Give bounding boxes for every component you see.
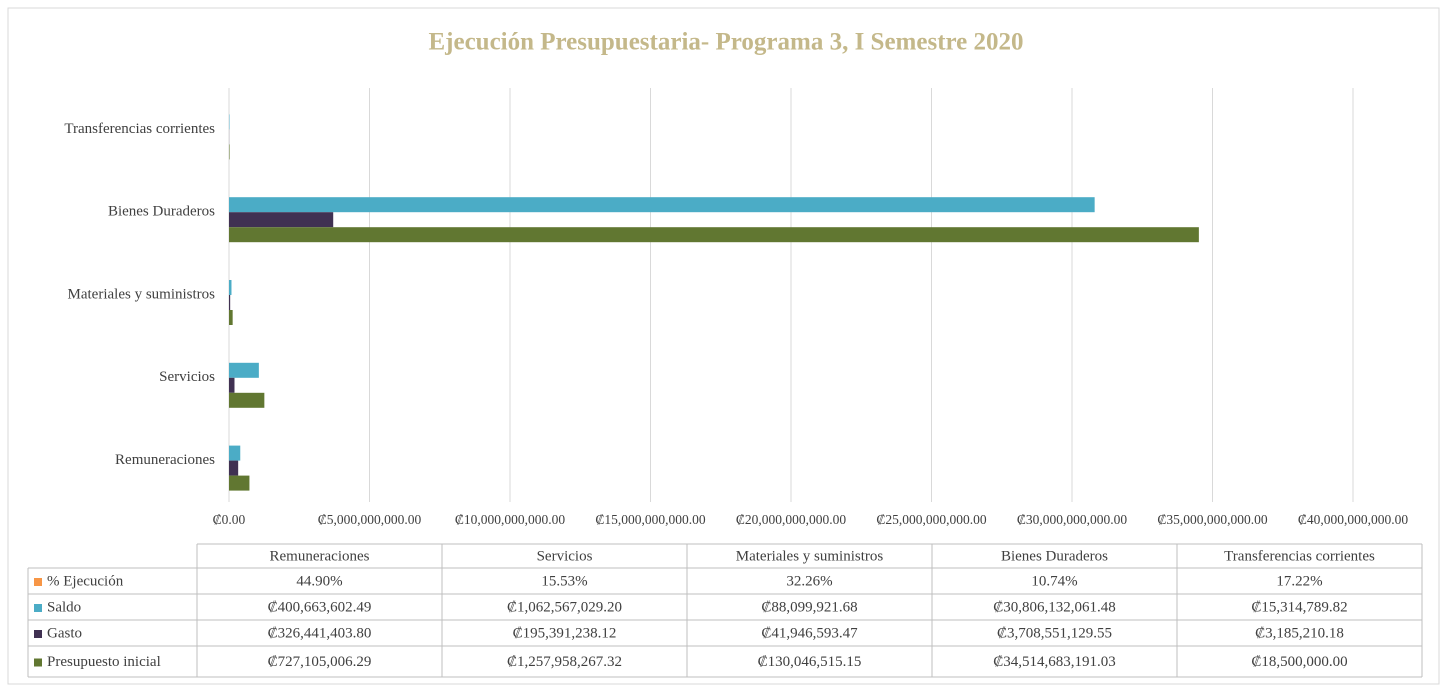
table-value: ₡195,391,238.12: [513, 625, 617, 641]
table-header: Bienes Duraderos: [1001, 548, 1108, 564]
table-value: ₡3,185,210.18: [1255, 625, 1344, 641]
bar: [229, 392, 265, 408]
y-tick-label: Bienes Duraderos: [108, 204, 215, 220]
chart-frame: [7, 7, 1440, 685]
legend-label: Presupuesto inicial: [47, 654, 161, 670]
bar: [229, 460, 239, 476]
legend-label: % Ejecución: [47, 573, 124, 589]
chart-title: Ejecución Presupuestaria- Programa 3, I …: [428, 29, 1023, 56]
legend-key: [34, 604, 42, 612]
table-header: Remuneraciones: [270, 548, 370, 564]
x-tick-label: ₡15,000,000,000.00: [595, 512, 706, 527]
table-header: Servicios: [537, 548, 593, 564]
legend-label: Saldo: [47, 599, 81, 615]
table-value: 10.74%: [1031, 573, 1077, 589]
table-value: ₡400,663,602.49: [268, 599, 372, 615]
table-value: 15.53%: [541, 573, 587, 589]
x-tick-label: ₡0.00: [213, 512, 246, 527]
table-value: ₡30,806,132,061.48: [993, 599, 1116, 615]
table-value: ₡1,257,958,267.32: [507, 654, 622, 670]
x-tick-label: ₡35,000,000,000.00: [1157, 512, 1268, 527]
table-value: ₡41,946,593.47: [761, 625, 858, 641]
bar: [229, 295, 231, 310]
table-value: 44.90%: [296, 573, 342, 589]
x-tick-label: ₡30,000,000,000.00: [1017, 512, 1128, 527]
y-tick-label: Servicios: [159, 369, 215, 385]
table-value: 17.22%: [1276, 573, 1322, 589]
bar: [229, 362, 259, 378]
table-value: ₡326,441,403.80: [268, 625, 372, 641]
bar: [229, 377, 235, 393]
legend-label: Gasto: [47, 625, 82, 641]
table-header: Materiales y suministros: [736, 548, 884, 564]
x-tick-label: ₡5,000,000,000.00: [318, 512, 422, 527]
table-value: ₡18,500,000.00: [1251, 654, 1347, 670]
table-value: ₡34,514,683,191.03: [993, 654, 1116, 670]
table-header: Transferencias corrientes: [1224, 548, 1375, 564]
legend-key: [34, 578, 42, 586]
bar: [229, 212, 334, 228]
bar: [229, 227, 1199, 243]
table-value: ₡727,105,006.29: [268, 654, 372, 670]
bar: [229, 445, 241, 461]
legend-key: [34, 630, 42, 638]
x-tick-label: ₡40,000,000,000.00: [1298, 512, 1409, 527]
y-tick-label: Materiales y suministros: [68, 286, 216, 302]
bar: [229, 144, 230, 160]
x-tick-label: ₡10,000,000,000.00: [455, 512, 566, 527]
y-tick-label: Remuneraciones: [115, 452, 215, 468]
table-value: ₡1,062,567,029.20: [507, 599, 622, 615]
table-value: ₡3,708,551,129.55: [997, 625, 1112, 641]
bar: [229, 197, 1095, 213]
table-value: 32.26%: [786, 573, 832, 589]
bar: [229, 310, 233, 325]
table-value: ₡88,099,921.68: [761, 599, 857, 615]
y-tick-label: Transferencias corrientes: [64, 121, 215, 137]
table-value: ₡15,314,789.82: [1251, 599, 1347, 615]
table-value: ₡130,046,515.15: [758, 654, 862, 670]
x-tick-label: ₡25,000,000,000.00: [876, 512, 987, 527]
bar: [229, 280, 232, 295]
legend-key: [34, 658, 42, 667]
x-tick-label: ₡20,000,000,000.00: [736, 512, 847, 527]
bar: [229, 475, 250, 491]
